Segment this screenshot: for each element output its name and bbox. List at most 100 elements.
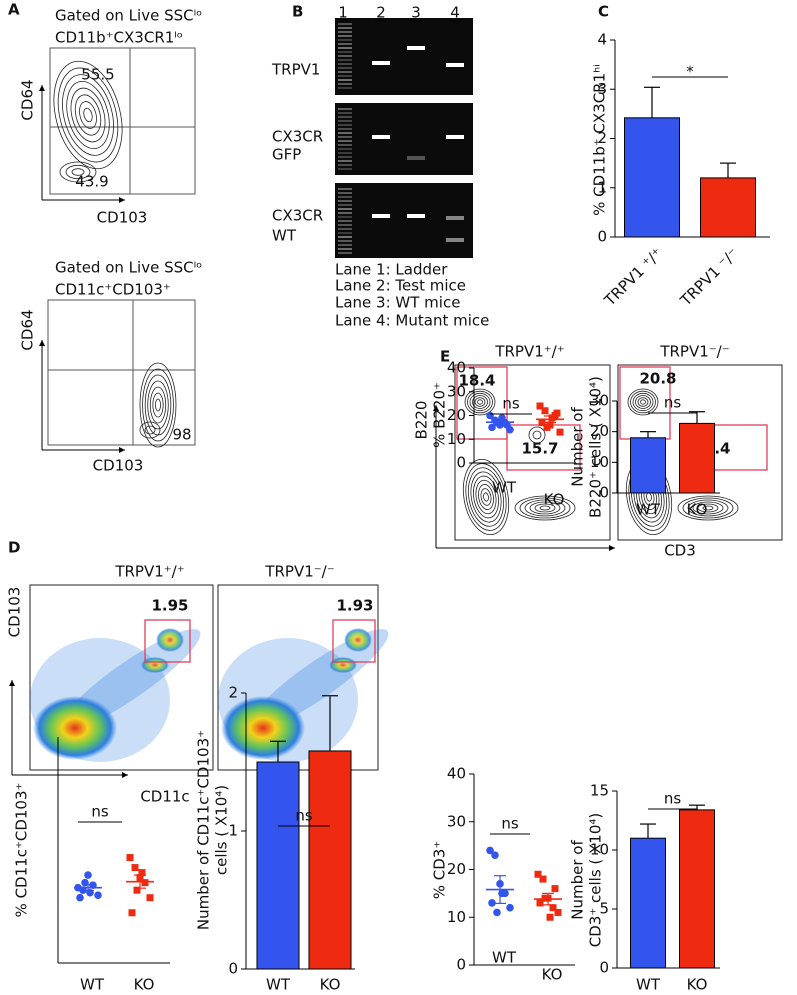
gate-value: 1.93	[336, 597, 373, 615]
x-tick-label: TRPV1 ⁻/⁻	[676, 244, 742, 310]
panel-label: C	[598, 3, 609, 21]
x-tick-label: WT	[266, 976, 291, 994]
bar	[309, 751, 351, 969]
significance-label: ns	[295, 807, 313, 825]
gate-label: Gated on Live SSCˡᵒ	[55, 7, 202, 25]
y-tick-label: 2	[228, 684, 238, 702]
panel-label: A	[8, 1, 20, 19]
point	[142, 879, 149, 886]
x-axis-label: CD103	[93, 457, 144, 475]
point	[542, 407, 549, 414]
gel-band	[407, 214, 425, 218]
bar	[631, 438, 666, 493]
y-axis-label: B220	[413, 401, 431, 440]
plot-title: TRPV1⁻/⁻	[264, 563, 334, 581]
y-tick-label: 40	[447, 359, 466, 377]
y-axis-label: Number of	[569, 840, 587, 920]
bar	[701, 178, 756, 237]
point	[552, 885, 559, 892]
x-axis-label: CD11c	[140, 788, 189, 806]
y-tick-label: 0	[597, 228, 607, 246]
x-tick-label: WT	[492, 479, 517, 497]
quadrant-value: 43.9	[75, 173, 108, 191]
y-axis-label: % CD11b⁺ CX3CR1ʰⁱ	[591, 64, 609, 216]
x-tick-label: WT	[80, 976, 105, 994]
gel-band	[446, 135, 464, 139]
x-tick-label: KO	[320, 976, 341, 994]
contour	[631, 391, 656, 413]
bar	[257, 762, 299, 969]
plot-title: TRPV1⁺/⁺	[114, 563, 184, 581]
point	[129, 909, 136, 916]
point	[76, 894, 84, 902]
significance-label: ns	[91, 803, 109, 821]
x-axis-label: CD3	[664, 542, 696, 560]
significance-label: ns	[664, 394, 682, 412]
gel-row-label: WT	[272, 227, 297, 245]
y-tick-label: 20	[447, 406, 466, 424]
contour	[155, 399, 160, 411]
contour	[143, 369, 174, 441]
point	[493, 909, 501, 917]
significance-label: ns	[502, 395, 520, 413]
gel-band	[446, 238, 464, 242]
y-axis-label: Number of	[569, 407, 587, 487]
arrow-head	[119, 447, 125, 453]
arrow-head	[119, 197, 125, 203]
y-tick-label: 20	[447, 860, 466, 878]
plot-title: TRPV1⁻/⁻	[659, 343, 729, 361]
gel-band	[446, 216, 464, 220]
plot-frame	[48, 300, 195, 445]
y-axis-label: % B220⁺	[431, 382, 449, 448]
gel-band	[372, 214, 390, 218]
y-tick-label: 0	[228, 960, 238, 978]
contour	[478, 400, 483, 404]
y-tick-label: 10	[447, 430, 466, 448]
y-axis-label: CD3⁺ cells ( X10⁴)	[587, 813, 605, 948]
contour	[470, 393, 490, 410]
contour	[533, 431, 541, 439]
contour	[77, 100, 100, 131]
y-axis-label: CD103	[6, 587, 24, 638]
contour	[65, 84, 110, 145]
plot-title: TRPV1⁺/⁺	[494, 343, 564, 361]
gel-row-label: TRPV1	[271, 61, 320, 79]
point	[127, 854, 134, 861]
gate-value: 15.7	[521, 440, 558, 458]
contour	[475, 398, 485, 407]
gel-band	[407, 156, 425, 160]
gel-band	[407, 46, 425, 50]
gate-label: Gated on Live SSCˡᵒ	[55, 259, 202, 277]
point	[84, 871, 92, 879]
y-tick-label: 30	[447, 382, 466, 400]
gel-band	[372, 61, 390, 65]
y-tick-label: 0	[456, 956, 466, 974]
point	[555, 909, 562, 916]
point	[147, 894, 154, 901]
y-tick-label: 40	[447, 765, 466, 783]
contour	[82, 107, 93, 122]
point	[557, 429, 564, 436]
y-tick-label: 4	[597, 31, 607, 49]
point	[506, 904, 514, 912]
y-tick-label: 0	[456, 454, 466, 472]
x-tick-label: KO	[134, 976, 155, 994]
y-tick-label: 30	[447, 812, 466, 830]
x-tick-label: WT	[492, 949, 517, 967]
gel-row-label: CX3CR	[272, 128, 323, 146]
contour	[153, 393, 163, 417]
lane-label: 1	[338, 4, 348, 22]
x-tick-label: KO	[544, 491, 565, 509]
point	[540, 876, 547, 883]
significance-label: *	[686, 63, 694, 81]
x-tick-label: KO	[687, 976, 708, 994]
y-axis-label: B220⁺ cells ( X10⁴)	[587, 376, 605, 518]
x-tick-label: WT	[636, 501, 661, 519]
arrow-head	[39, 85, 45, 91]
y-tick-label: 10	[447, 908, 466, 926]
gel-band	[446, 63, 464, 67]
y-axis-label: Number of CD11c⁺CD103⁺	[195, 730, 213, 930]
gate-label: CD11b⁺CX3CR1ˡᵒ	[55, 29, 183, 47]
significance-label: ns	[501, 815, 519, 833]
